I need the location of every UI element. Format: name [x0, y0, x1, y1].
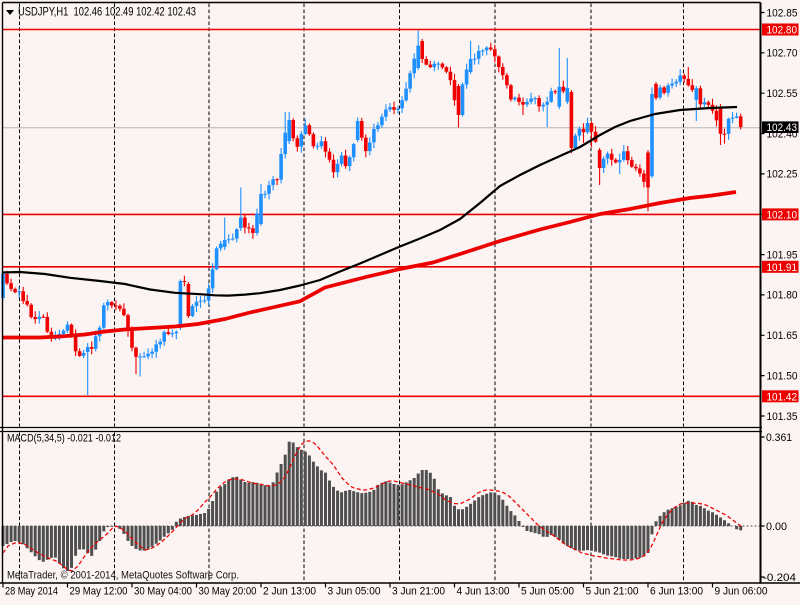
svg-text:102.85: 102.85 — [767, 7, 798, 19]
svg-text:3 Jun 21:00: 3 Jun 21:00 — [392, 586, 445, 598]
svg-text:4 Jun 13:00: 4 Jun 13:00 — [457, 586, 510, 598]
svg-text:102.55: 102.55 — [767, 88, 798, 100]
svg-text:-0.204: -0.204 — [763, 572, 796, 584]
svg-text:5 Jun 21:00: 5 Jun 21:00 — [586, 586, 639, 598]
svg-text:102.10: 102.10 — [767, 209, 798, 221]
svg-text:29 May 12:00: 29 May 12:00 — [70, 586, 128, 598]
svg-text:101.42: 101.42 — [767, 391, 798, 403]
svg-text:102.43: 102.43 — [767, 122, 798, 134]
svg-text:5 Jun 05:00: 5 Jun 05:00 — [521, 586, 574, 598]
svg-text:30 May 04:00: 30 May 04:00 — [134, 586, 192, 598]
svg-text:3 Jun 05:00: 3 Jun 05:00 — [328, 586, 381, 598]
svg-text:101.50: 101.50 — [767, 370, 798, 382]
svg-text:102.80: 102.80 — [767, 25, 798, 37]
svg-text:101.65: 101.65 — [767, 330, 798, 342]
svg-text:MACD(5,34,5) -0.021 -0.012: MACD(5,34,5) -0.021 -0.012 — [7, 433, 121, 445]
svg-text:0.00: 0.00 — [766, 521, 787, 533]
svg-text:MetaTrader, © 2001-2014, MetaQ: MetaTrader, © 2001-2014, MetaQuotes Soft… — [7, 570, 239, 582]
svg-text:9 Jun 06:00: 9 Jun 06:00 — [715, 586, 768, 598]
svg-text:28 May 2014: 28 May 2014 — [5, 586, 58, 598]
svg-text:101.80: 101.80 — [767, 290, 798, 302]
svg-text:101.95: 101.95 — [767, 249, 798, 261]
svg-text:6 Jun 13:00: 6 Jun 13:00 — [650, 586, 703, 598]
svg-text:USDJPY,H1 102.46 102.49 102.4: USDJPY,H1 102.46 102.49 102.42 102.43 — [18, 5, 196, 19]
svg-text:102.70: 102.70 — [767, 48, 798, 60]
svg-text:101.91: 101.91 — [767, 262, 798, 274]
svg-text:101.35: 101.35 — [767, 411, 798, 423]
svg-text:0.361: 0.361 — [766, 432, 792, 444]
svg-text:30 May 20:00: 30 May 20:00 — [199, 586, 257, 598]
svg-text:2 Jun 13:00: 2 Jun 13:00 — [263, 586, 316, 598]
svg-text:102.25: 102.25 — [767, 169, 798, 181]
